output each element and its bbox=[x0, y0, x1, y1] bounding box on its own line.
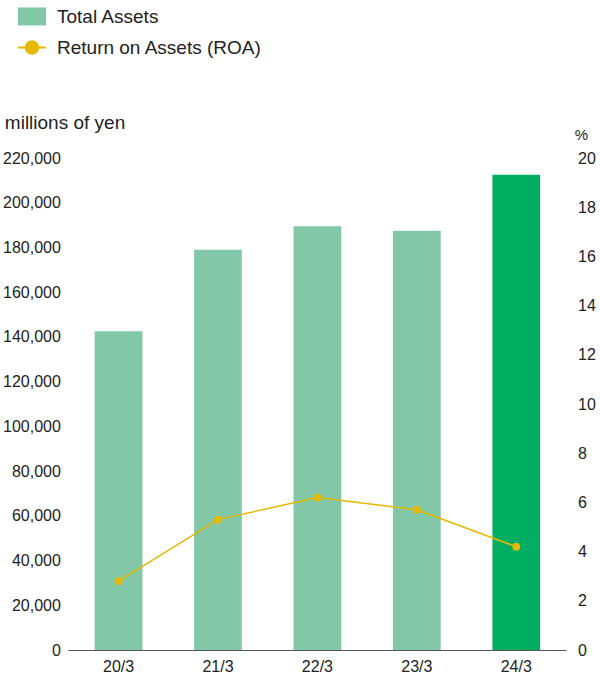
svg-text:millions of yen: millions of yen bbox=[5, 112, 125, 133]
svg-text:2: 2 bbox=[578, 592, 587, 609]
svg-text:%: % bbox=[575, 126, 588, 143]
svg-text:80,000: 80,000 bbox=[12, 463, 61, 480]
svg-text:200,000: 200,000 bbox=[3, 194, 61, 211]
svg-text:20/3: 20/3 bbox=[103, 658, 134, 675]
svg-text:Return on Assets (ROA): Return on Assets (ROA) bbox=[57, 37, 261, 58]
svg-text:20,000: 20,000 bbox=[12, 597, 61, 614]
svg-text:23/3: 23/3 bbox=[401, 658, 432, 675]
svg-text:60,000: 60,000 bbox=[12, 507, 61, 524]
svg-text:140,000: 140,000 bbox=[3, 328, 61, 345]
svg-text:220,000: 220,000 bbox=[3, 150, 61, 167]
svg-text:6: 6 bbox=[578, 494, 587, 511]
svg-text:10: 10 bbox=[578, 396, 596, 413]
svg-text:21/3: 21/3 bbox=[202, 658, 233, 675]
svg-text:24/3: 24/3 bbox=[501, 658, 532, 675]
svg-text:100,000: 100,000 bbox=[3, 418, 61, 435]
svg-text:20: 20 bbox=[578, 150, 596, 167]
svg-text:16: 16 bbox=[578, 248, 596, 265]
svg-text:14: 14 bbox=[578, 297, 596, 314]
svg-text:22/3: 22/3 bbox=[302, 658, 333, 675]
svg-text:18: 18 bbox=[578, 199, 596, 216]
svg-text:0: 0 bbox=[52, 642, 61, 659]
svg-text:Total Assets: Total Assets bbox=[57, 6, 158, 27]
svg-text:12: 12 bbox=[578, 346, 596, 363]
svg-text:180,000: 180,000 bbox=[3, 239, 61, 256]
svg-text:4: 4 bbox=[578, 543, 587, 560]
svg-text:120,000: 120,000 bbox=[3, 373, 61, 390]
svg-text:160,000: 160,000 bbox=[3, 284, 61, 301]
svg-text:0: 0 bbox=[578, 642, 587, 659]
svg-text:40,000: 40,000 bbox=[12, 552, 61, 569]
svg-text:8: 8 bbox=[578, 445, 587, 462]
